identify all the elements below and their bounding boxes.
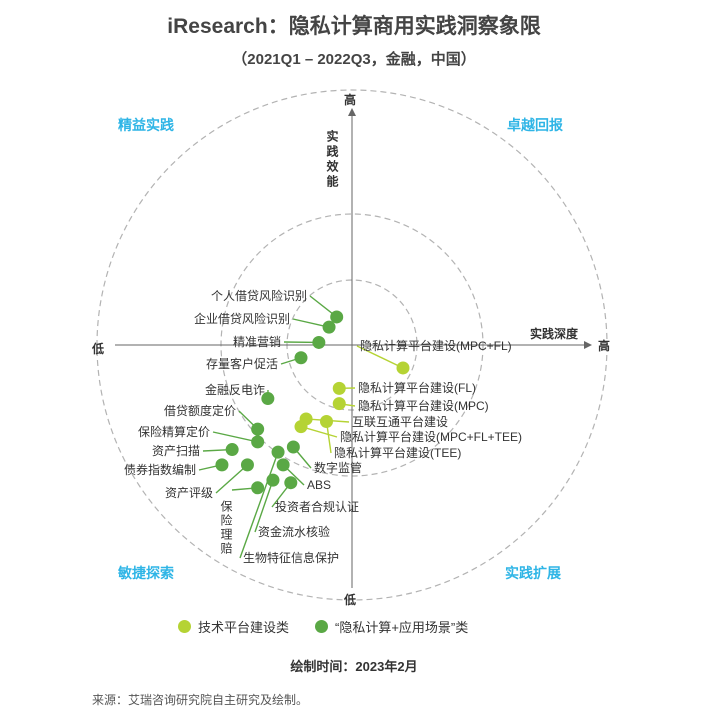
source-note: 来源：艾瑞咨询研究院自主研究及绘制。 <box>92 693 309 707</box>
data-point-label: 金融反电诈 <box>205 382 265 397</box>
data-point <box>271 445 285 459</box>
data-point-label: 投资者合规认证 <box>275 499 359 514</box>
data-point-label: ABS <box>307 478 331 492</box>
data-point <box>396 361 410 375</box>
data-point <box>320 415 333 428</box>
legend-item-tech: 技术平台建设类 <box>178 617 289 636</box>
quadrant-top-left: 精益实践 <box>118 117 174 133</box>
data-point-label: 资产评级 <box>165 486 213 500</box>
data-point-label: 保险精算定价 <box>138 424 210 439</box>
legend-label-application: “隐私计算+应用场景”类 <box>335 620 469 635</box>
data-point <box>215 458 229 472</box>
data-point-label: 生物特征信息保护 <box>243 550 339 565</box>
data-point <box>261 392 275 406</box>
leader-line <box>254 479 274 533</box>
data-point-label: 借贷额度定价 <box>164 403 236 418</box>
data-point-label: 企业借贷风险识别 <box>194 311 290 326</box>
data-point <box>294 420 308 434</box>
leader-line <box>356 345 404 369</box>
data-point-label: 互联互通平台建设 <box>352 414 448 429</box>
legend-dot-application <box>315 620 329 633</box>
data-point-label: 隐私计算平台建设(FL) <box>358 380 476 395</box>
outer-circle <box>96 89 608 601</box>
data-point-label: 数字监管 <box>314 460 362 475</box>
data-point <box>251 481 265 495</box>
data-point-label: 保险理赔 <box>219 500 233 556</box>
data-point <box>240 458 254 472</box>
page-title: iResearch：隐私计算商用实践洞察象限 <box>167 15 541 38</box>
data-point <box>251 422 265 436</box>
legend-dot-tech <box>178 620 191 633</box>
page-subtitle: （2021Q1 – 2022Q3，金融，中国） <box>232 51 476 68</box>
data-point-label: 隐私计算平台建设(MPC+FL) <box>360 338 512 353</box>
leader-line <box>239 451 279 559</box>
legend: 技术平台建设类 “隐私计算+应用场景”类 <box>178 617 494 636</box>
data-point-label: 精准营销 <box>233 335 281 349</box>
legend-item-application: “隐私计算+应用场景”类 <box>315 617 468 636</box>
data-point <box>276 458 290 472</box>
data-point-label: 存量客户促活 <box>206 356 278 371</box>
data-point-label: 隐私计算平台建设(MPC) <box>358 398 489 413</box>
quadrant-bottom-right: 实践扩展 <box>505 565 561 581</box>
data-point <box>286 440 300 454</box>
x-axis-high: 高 <box>598 338 610 353</box>
data-point <box>312 335 326 349</box>
data-point <box>332 381 346 395</box>
data-point-label: 债券指数编制 <box>124 462 196 477</box>
y-axis-low: 低 <box>343 592 356 607</box>
leader-line <box>212 431 258 443</box>
data-point-label: 资产扫描 <box>152 444 200 458</box>
x-axis-low: 低 <box>91 341 104 356</box>
leader-line <box>215 464 248 494</box>
quadrant-top-right: 卓越回报 <box>507 117 563 133</box>
y-axis-high: 高 <box>344 92 356 107</box>
data-point <box>294 351 308 365</box>
data-point <box>284 476 298 490</box>
data-point <box>251 435 265 449</box>
x-axis-label: 实践深度 <box>530 326 579 341</box>
y-axis-label: 实践效能 <box>325 129 339 190</box>
data-point-label: 个人借贷风险识别 <box>211 288 307 303</box>
quadrant-bottom-left: 敏捷探索 <box>117 565 174 581</box>
footer-note: 绘制时间：2023年2月 <box>290 659 418 674</box>
data-point <box>330 310 344 324</box>
data-point <box>322 320 336 334</box>
legend-label-tech: 技术平台建设类 <box>198 620 290 635</box>
data-point <box>332 397 346 411</box>
data-point-label: 隐私计算平台建设(MPC+FL+TEE) <box>340 429 522 444</box>
data-point <box>225 443 239 457</box>
data-point-label: 隐私计算平台建设(TEE) <box>334 445 461 460</box>
data-point-label: 资金流水核验 <box>258 524 330 539</box>
